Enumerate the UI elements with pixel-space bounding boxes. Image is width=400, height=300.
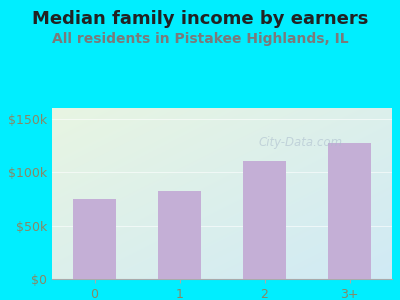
Text: City-Data.com: City-Data.com (258, 136, 342, 149)
Bar (328, 143, 371, 279)
Bar (243, 161, 286, 279)
Text: Median family income by earners: Median family income by earners (32, 11, 368, 28)
Bar (158, 191, 201, 279)
Bar (73, 199, 116, 279)
Text: All residents in Pistakee Highlands, IL: All residents in Pistakee Highlands, IL (52, 32, 348, 46)
